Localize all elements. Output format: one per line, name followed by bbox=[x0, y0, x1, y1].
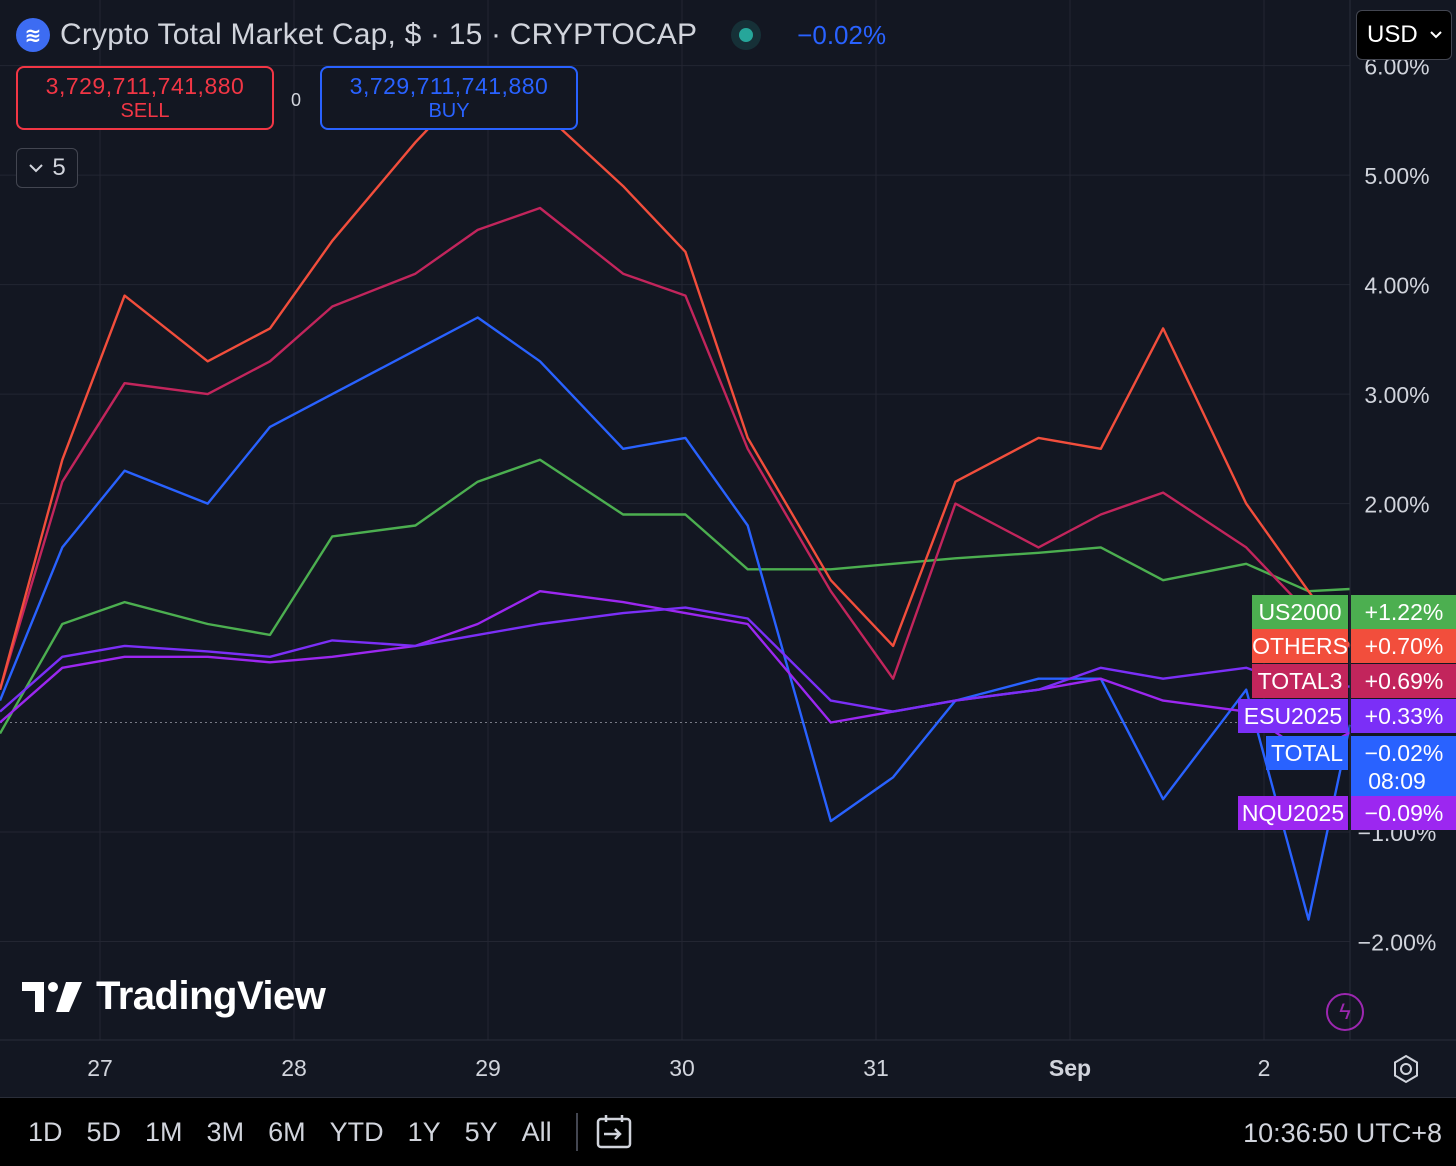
series-line-total[interactable] bbox=[0, 316, 1352, 921]
series-name-text: NQU2025 bbox=[1242, 800, 1344, 826]
range-1m-button[interactable]: 1M bbox=[145, 1116, 183, 1147]
range-5d-button[interactable]: 5D bbox=[86, 1116, 122, 1147]
series-last-value-labels: US2000 +1.22% OTHERS +0.70% TOTAL3 +0.69% ESU2… bbox=[1238, 595, 1456, 830]
series-name-tag bbox=[1252, 664, 1348, 698]
x-tick-label: 30 bbox=[669, 1055, 695, 1081]
series-name-tag bbox=[1252, 595, 1348, 629]
last-value-total[interactable]: TOTAL −0.02%08:09 bbox=[1266, 736, 1456, 798]
range-3m-button[interactable]: 3M bbox=[206, 1116, 245, 1147]
tradingview-logo-icon bbox=[22, 981, 82, 1012]
series-value-tag bbox=[1351, 664, 1456, 698]
series-value-tag bbox=[1351, 629, 1456, 663]
x-tick-label: 28 bbox=[281, 1055, 307, 1081]
series-line-total3[interactable] bbox=[0, 206, 1351, 691]
series-value-tag bbox=[1351, 796, 1456, 830]
series-name-text: US2000 bbox=[1258, 599, 1341, 625]
range-1y-button[interactable]: 1Y bbox=[407, 1116, 441, 1147]
range-all-button[interactable]: All bbox=[521, 1116, 552, 1147]
series-name-text: TOTAL3 bbox=[1258, 668, 1343, 694]
series-value-text: −0.09% bbox=[1365, 800, 1444, 826]
x-tick-label: 2 bbox=[1258, 1055, 1271, 1081]
last-value-us2000[interactable]: US2000 +1.22% bbox=[1252, 595, 1456, 629]
chart-grid bbox=[0, 0, 1350, 1040]
bottom-toolbar: 1D 5D 1M 3M 6M YTD 1Y 5Y All 10:36:50 UT… bbox=[0, 1097, 1456, 1166]
last-value-nqu2025[interactable]: NQU2025 −0.09% bbox=[1238, 796, 1456, 830]
indicators-count: 5 bbox=[52, 154, 66, 181]
currency-select[interactable]: USD bbox=[1356, 10, 1452, 60]
buy-price: 3,729,711,741,880 bbox=[349, 73, 549, 99]
series-line-us2000[interactable] bbox=[0, 458, 1351, 735]
y-tick-label: −2.00% bbox=[1358, 929, 1437, 955]
series-value-text: −0.02% bbox=[1365, 740, 1444, 766]
range-5y-button[interactable]: 5Y bbox=[464, 1116, 498, 1147]
tradingview-watermark[interactable]: TradingView bbox=[22, 974, 326, 1019]
chart-canvas[interactable]: 6.00%5.00%4.00%3.00%2.00%−1.00%−2.00% 27… bbox=[0, 0, 1456, 1100]
series-value-tag bbox=[1351, 736, 1456, 798]
market-status-icon[interactable] bbox=[739, 28, 754, 42]
series-name-text: OTHERS bbox=[1252, 633, 1348, 659]
sell-button[interactable]: 3,729,711,741,880 SELL bbox=[16, 66, 274, 130]
last-value-others[interactable]: OTHERS +0.70% bbox=[1252, 629, 1456, 663]
x-tick-label: Sep bbox=[1049, 1055, 1091, 1081]
price-change: −0.02% bbox=[797, 19, 887, 50]
spread-value: 0 bbox=[291, 90, 302, 110]
series-value-text: +0.33% bbox=[1365, 703, 1444, 729]
watermark-text: TradingView bbox=[96, 974, 326, 1018]
buy-label: BUY bbox=[428, 100, 470, 122]
series-line-others[interactable] bbox=[0, 75, 1351, 691]
series-line-esu2025[interactable] bbox=[0, 606, 1351, 713]
chart-settings-button[interactable] bbox=[1386, 1049, 1426, 1089]
y-tick-label: 4.00% bbox=[1364, 273, 1429, 299]
last-value-esu2025[interactable]: ESU2025 +0.33% bbox=[1238, 699, 1456, 733]
sell-price: 3,729,711,741,880 bbox=[45, 73, 245, 99]
series-name-text: TOTAL bbox=[1271, 740, 1343, 766]
clock-timezone[interactable]: 10:36:50 UTC+8 bbox=[1243, 1118, 1442, 1148]
range-6m-button[interactable]: 6M bbox=[268, 1116, 306, 1147]
buy-button[interactable]: 3,729,711,741,880 BUY bbox=[320, 66, 578, 130]
x-tick-label: 29 bbox=[475, 1055, 501, 1081]
y-tick-label: 3.00% bbox=[1364, 382, 1429, 408]
crypto-logo-icon: ≋ bbox=[16, 18, 50, 52]
series-value-tag bbox=[1351, 595, 1456, 629]
price-axis: 6.00%5.00%4.00%3.00%2.00%−1.00%−2.00% bbox=[1358, 54, 1437, 956]
chart-header: ≋ Crypto Total Market Cap, $ · 15 · CRYP… bbox=[16, 14, 886, 56]
y-tick-label: 2.00% bbox=[1364, 492, 1429, 518]
bar-countdown-text: 08:09 bbox=[1368, 768, 1426, 794]
toolbar-divider bbox=[575, 1113, 578, 1151]
indicators-toggle-button[interactable]: 5 bbox=[16, 148, 78, 188]
x-tick-label: 27 bbox=[87, 1055, 113, 1081]
y-tick-label: 5.00% bbox=[1364, 163, 1429, 189]
series-line-nqu2025[interactable] bbox=[0, 590, 1351, 757]
series-name-tag bbox=[1252, 629, 1348, 663]
gear-icon bbox=[1394, 1054, 1418, 1084]
time-axis: 27 28 29 30 31 Sep 2 bbox=[87, 1055, 1270, 1081]
series-lines bbox=[0, 75, 1352, 921]
sell-label: SELL bbox=[120, 100, 170, 122]
range-ytd-button[interactable]: YTD bbox=[329, 1116, 384, 1147]
series-name-tag bbox=[1238, 796, 1348, 830]
x-tick-label: 31 bbox=[863, 1055, 889, 1081]
series-value-text: +1.22% bbox=[1365, 599, 1444, 625]
chevron-down-icon bbox=[29, 164, 44, 173]
series-value-tag bbox=[1351, 699, 1456, 733]
lightning-icon[interactable]: ϟ bbox=[1326, 993, 1364, 1031]
series-name-text: ESU2025 bbox=[1244, 703, 1342, 729]
currency-value: USD bbox=[1367, 21, 1418, 48]
series-value-text: +0.70% bbox=[1365, 633, 1444, 659]
last-value-total3[interactable]: TOTAL3 +0.69% bbox=[1252, 664, 1456, 698]
range-1d-button[interactable]: 1D bbox=[28, 1116, 63, 1147]
series-name-tag bbox=[1266, 736, 1348, 770]
series-name-tag bbox=[1238, 699, 1348, 733]
chevron-down-icon bbox=[1430, 31, 1442, 39]
symbol-title[interactable]: Crypto Total Market Cap, $ · 15 · CRYPTO… bbox=[60, 18, 698, 51]
calendar-goto-icon[interactable] bbox=[594, 1112, 634, 1152]
series-value-text: +0.69% bbox=[1365, 668, 1444, 694]
